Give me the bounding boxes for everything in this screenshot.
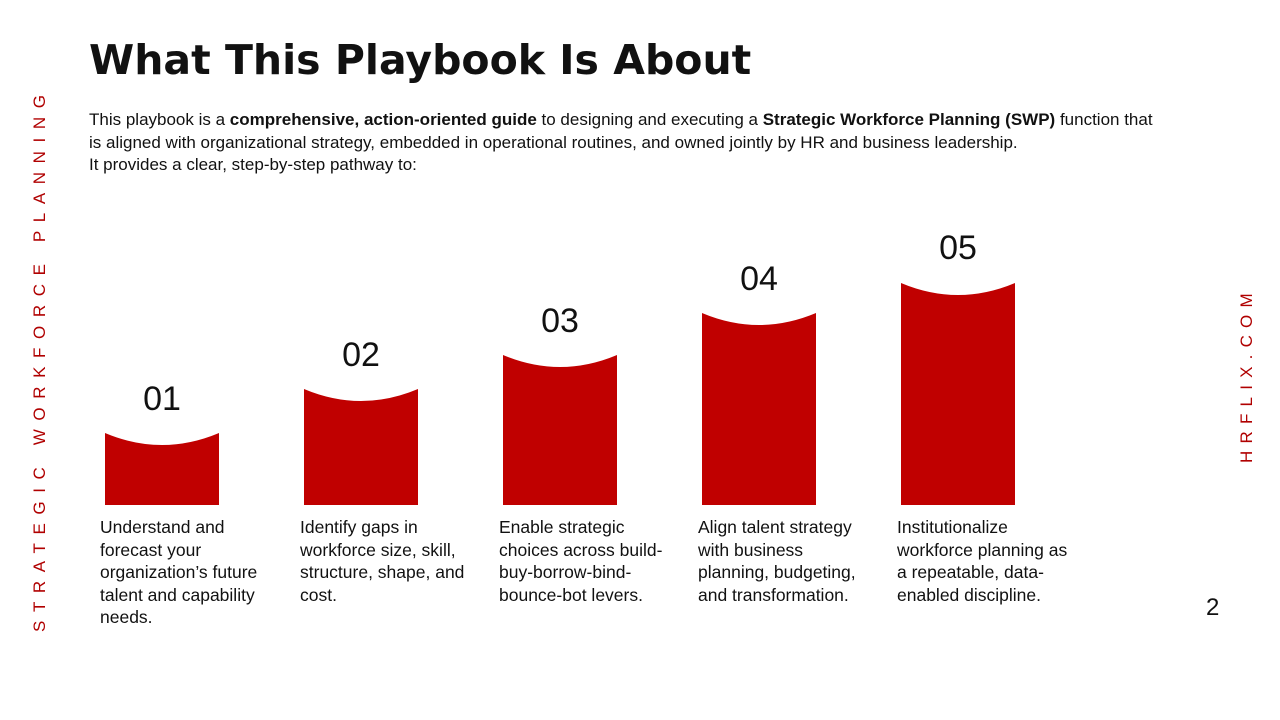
- page-title: What This Playbook Is About: [89, 36, 752, 84]
- step-bar-04: [702, 311, 816, 505]
- side-label-left: STRATEGIC WORKFORCE PLANNING: [30, 86, 49, 632]
- page-number: 2: [1206, 594, 1220, 621]
- step-bar-02: [304, 387, 418, 505]
- step-bar-01: [105, 431, 219, 505]
- intro-text: This playbook is a comprehensive, action…: [89, 109, 1169, 177]
- step-number-05: 05: [939, 229, 977, 267]
- step-text-04: Align talent strategy with business plan…: [698, 517, 856, 605]
- side-label-right: HRFLIX.COM: [1237, 286, 1256, 463]
- step-text-03: Enable strategic choices across build-bu…: [499, 517, 663, 605]
- step-number-02: 02: [342, 336, 380, 374]
- intro-text-segment: function that is aligned with organizati…: [89, 110, 1153, 152]
- step-text-02: Identify gaps in workforce size, skill, …: [300, 517, 465, 605]
- intro-bold-swp: Strategic Workforce Planning (SWP): [762, 110, 1056, 129]
- step-bar-05: [901, 281, 1015, 505]
- step-bar-03: [503, 353, 617, 505]
- step-number-04: 04: [740, 260, 778, 298]
- intro-text-segment: to designing and executing a: [536, 110, 763, 129]
- intro-pathway-line: It provides a clear, step-by-step pathwa…: [89, 155, 417, 174]
- step-number-01: 01: [143, 380, 181, 418]
- intro-text-segment: This playbook is a: [89, 110, 230, 129]
- step-text-01: Understand and forecast your organizatio…: [100, 517, 258, 627]
- step-text-05: Institutionalize workforce planning as a…: [897, 517, 1068, 605]
- step-number-03: 03: [541, 302, 579, 340]
- intro-bold-guide: comprehensive, action-oriented guide: [229, 110, 537, 129]
- intro-paragraph: This playbook is a comprehensive, action…: [89, 109, 1169, 154]
